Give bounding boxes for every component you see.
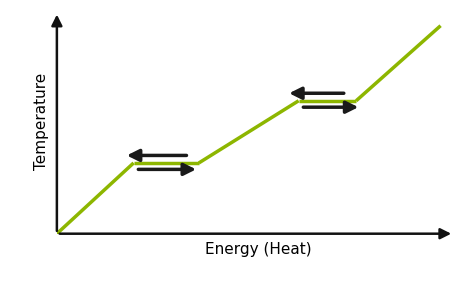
Y-axis label: Temperature: Temperature bbox=[34, 72, 48, 170]
X-axis label: Energy (Heat): Energy (Heat) bbox=[205, 242, 311, 257]
